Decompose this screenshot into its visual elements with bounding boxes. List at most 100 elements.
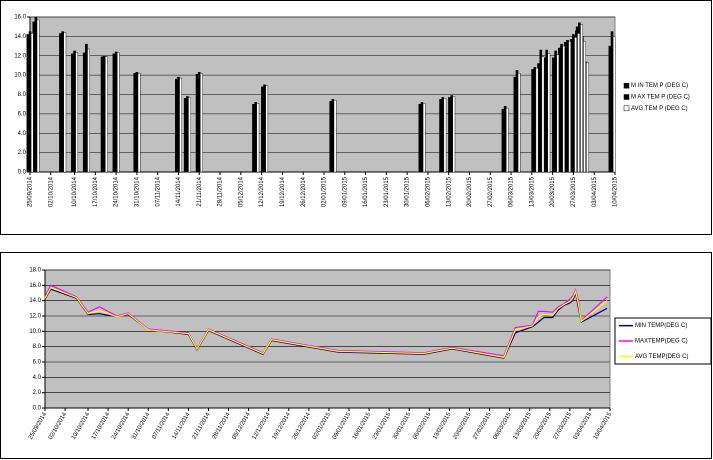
- y-tick-label: 8.0: [33, 344, 42, 350]
- bar: [556, 54, 560, 173]
- bar: [73, 50, 76, 173]
- bar: [87, 48, 90, 173]
- x-tick-label: 25/09/2014: [28, 176, 34, 207]
- y-tick-label: 16.0: [29, 283, 41, 289]
- y-tick-label: 14.0: [29, 298, 41, 304]
- bar: [28, 31, 32, 173]
- y-tick-label: 6.0: [33, 360, 42, 366]
- legend-label: AVG TEMP(DEG C): [635, 354, 688, 360]
- bar: [75, 52, 79, 173]
- bar: [562, 45, 566, 173]
- x-tick-label: 02/10/2014: [48, 176, 54, 207]
- bar: [200, 72, 203, 173]
- bar: [36, 19, 40, 173]
- x-tick-label: 27/03/2015: [571, 176, 577, 207]
- x-tick-label: 14/11/2014: [176, 176, 182, 206]
- y-tick-label: 14.0: [14, 34, 26, 40]
- y-tick-label: 10.0: [14, 73, 26, 79]
- y-tick-label: 4.0: [33, 375, 42, 381]
- legend-label: MAXTEMP(DEG C): [635, 339, 688, 345]
- bar: [506, 107, 509, 173]
- bar: [539, 49, 543, 173]
- bar: [329, 101, 332, 173]
- bar: [560, 43, 563, 173]
- legend-label: MIN TEMP(DEG C): [635, 323, 687, 329]
- bar: [513, 76, 517, 173]
- bar: [183, 98, 187, 173]
- bar: [448, 97, 451, 173]
- bar: [63, 32, 67, 173]
- bar: [577, 33, 580, 173]
- y-tick-label: 0.0: [18, 170, 27, 176]
- x-tick-label: 10/10/2014: [72, 176, 78, 207]
- bar: [117, 52, 120, 173]
- bar: [547, 53, 551, 173]
- x-tick-label: 28/11/2014: [218, 176, 224, 206]
- x-tick-label: 17/10/2014: [93, 176, 99, 207]
- legend-swatch: [623, 94, 630, 100]
- bar: [102, 55, 106, 173]
- x-tick-label: 30/01/2015: [405, 176, 411, 207]
- x-tick-label: 09/01/2015: [342, 176, 348, 207]
- bar: [263, 84, 266, 173]
- y-tick-label: 16.0: [14, 15, 26, 21]
- bar: [100, 56, 104, 173]
- x-tick-label: 03/04/2015: [592, 176, 598, 207]
- bar: [112, 53, 116, 173]
- y-tick-label: 12.0: [14, 53, 26, 59]
- bar: [583, 41, 586, 173]
- bar: [422, 103, 426, 173]
- bar: [531, 69, 534, 173]
- bar: [256, 103, 260, 173]
- bar: [71, 53, 74, 173]
- bar: [515, 70, 519, 173]
- x-tick-label: 19/12/2014: [280, 176, 286, 207]
- bar: [137, 72, 141, 173]
- bar: [186, 96, 189, 173]
- bar: [261, 86, 264, 173]
- x-tick-label: 16/01/2015: [363, 176, 369, 207]
- bar: [517, 72, 521, 173]
- bar: [554, 50, 557, 173]
- bar: [568, 41, 571, 173]
- legend-swatch: [623, 105, 630, 112]
- bar: [265, 85, 269, 173]
- x-tick-label: 05/12/2014: [238, 176, 244, 207]
- bar: [197, 72, 201, 173]
- x-tick-label: 24/10/2014: [114, 176, 120, 207]
- y-tick-label: 2.0: [18, 150, 27, 156]
- legend-swatch: [623, 82, 630, 89]
- y-tick-label: 8.0: [18, 92, 27, 98]
- x-tick-label: 07/11/2014: [155, 176, 161, 206]
- legend-label: M AX TEM P (DEG C): [631, 95, 690, 101]
- bar: [450, 95, 453, 173]
- y-tick-label: 10.0: [29, 329, 41, 335]
- bar: [331, 99, 335, 173]
- bar: [533, 67, 537, 173]
- bar: [59, 33, 62, 173]
- x-tick-label: 26/12/2014: [301, 176, 307, 207]
- bar: [443, 98, 447, 173]
- bar: [333, 100, 337, 173]
- x-tick-label: 13/03/2015: [529, 176, 535, 207]
- bar: [34, 16, 38, 173]
- bar: [188, 97, 191, 173]
- x-tick-label: 27/02/2015: [488, 176, 494, 207]
- x-tick-label: 13/02/2015: [446, 176, 452, 207]
- bar: [179, 77, 182, 173]
- bar: [114, 51, 118, 173]
- bar: [580, 24, 583, 173]
- bar: [30, 33, 34, 173]
- legend-label: AVG TEM P (DEG C): [631, 106, 688, 112]
- bar: [535, 68, 539, 173]
- x-tick-label: 23/01/2015: [384, 176, 390, 207]
- bar: [26, 34, 30, 173]
- bar: [541, 56, 545, 173]
- bar: [566, 40, 569, 173]
- bar: [610, 31, 614, 173]
- y-tick-label: 18.0: [29, 268, 41, 274]
- bar: [439, 99, 442, 173]
- y-tick-label: 2.0: [33, 390, 42, 396]
- x-tick-label: 02/01/2015: [322, 176, 328, 207]
